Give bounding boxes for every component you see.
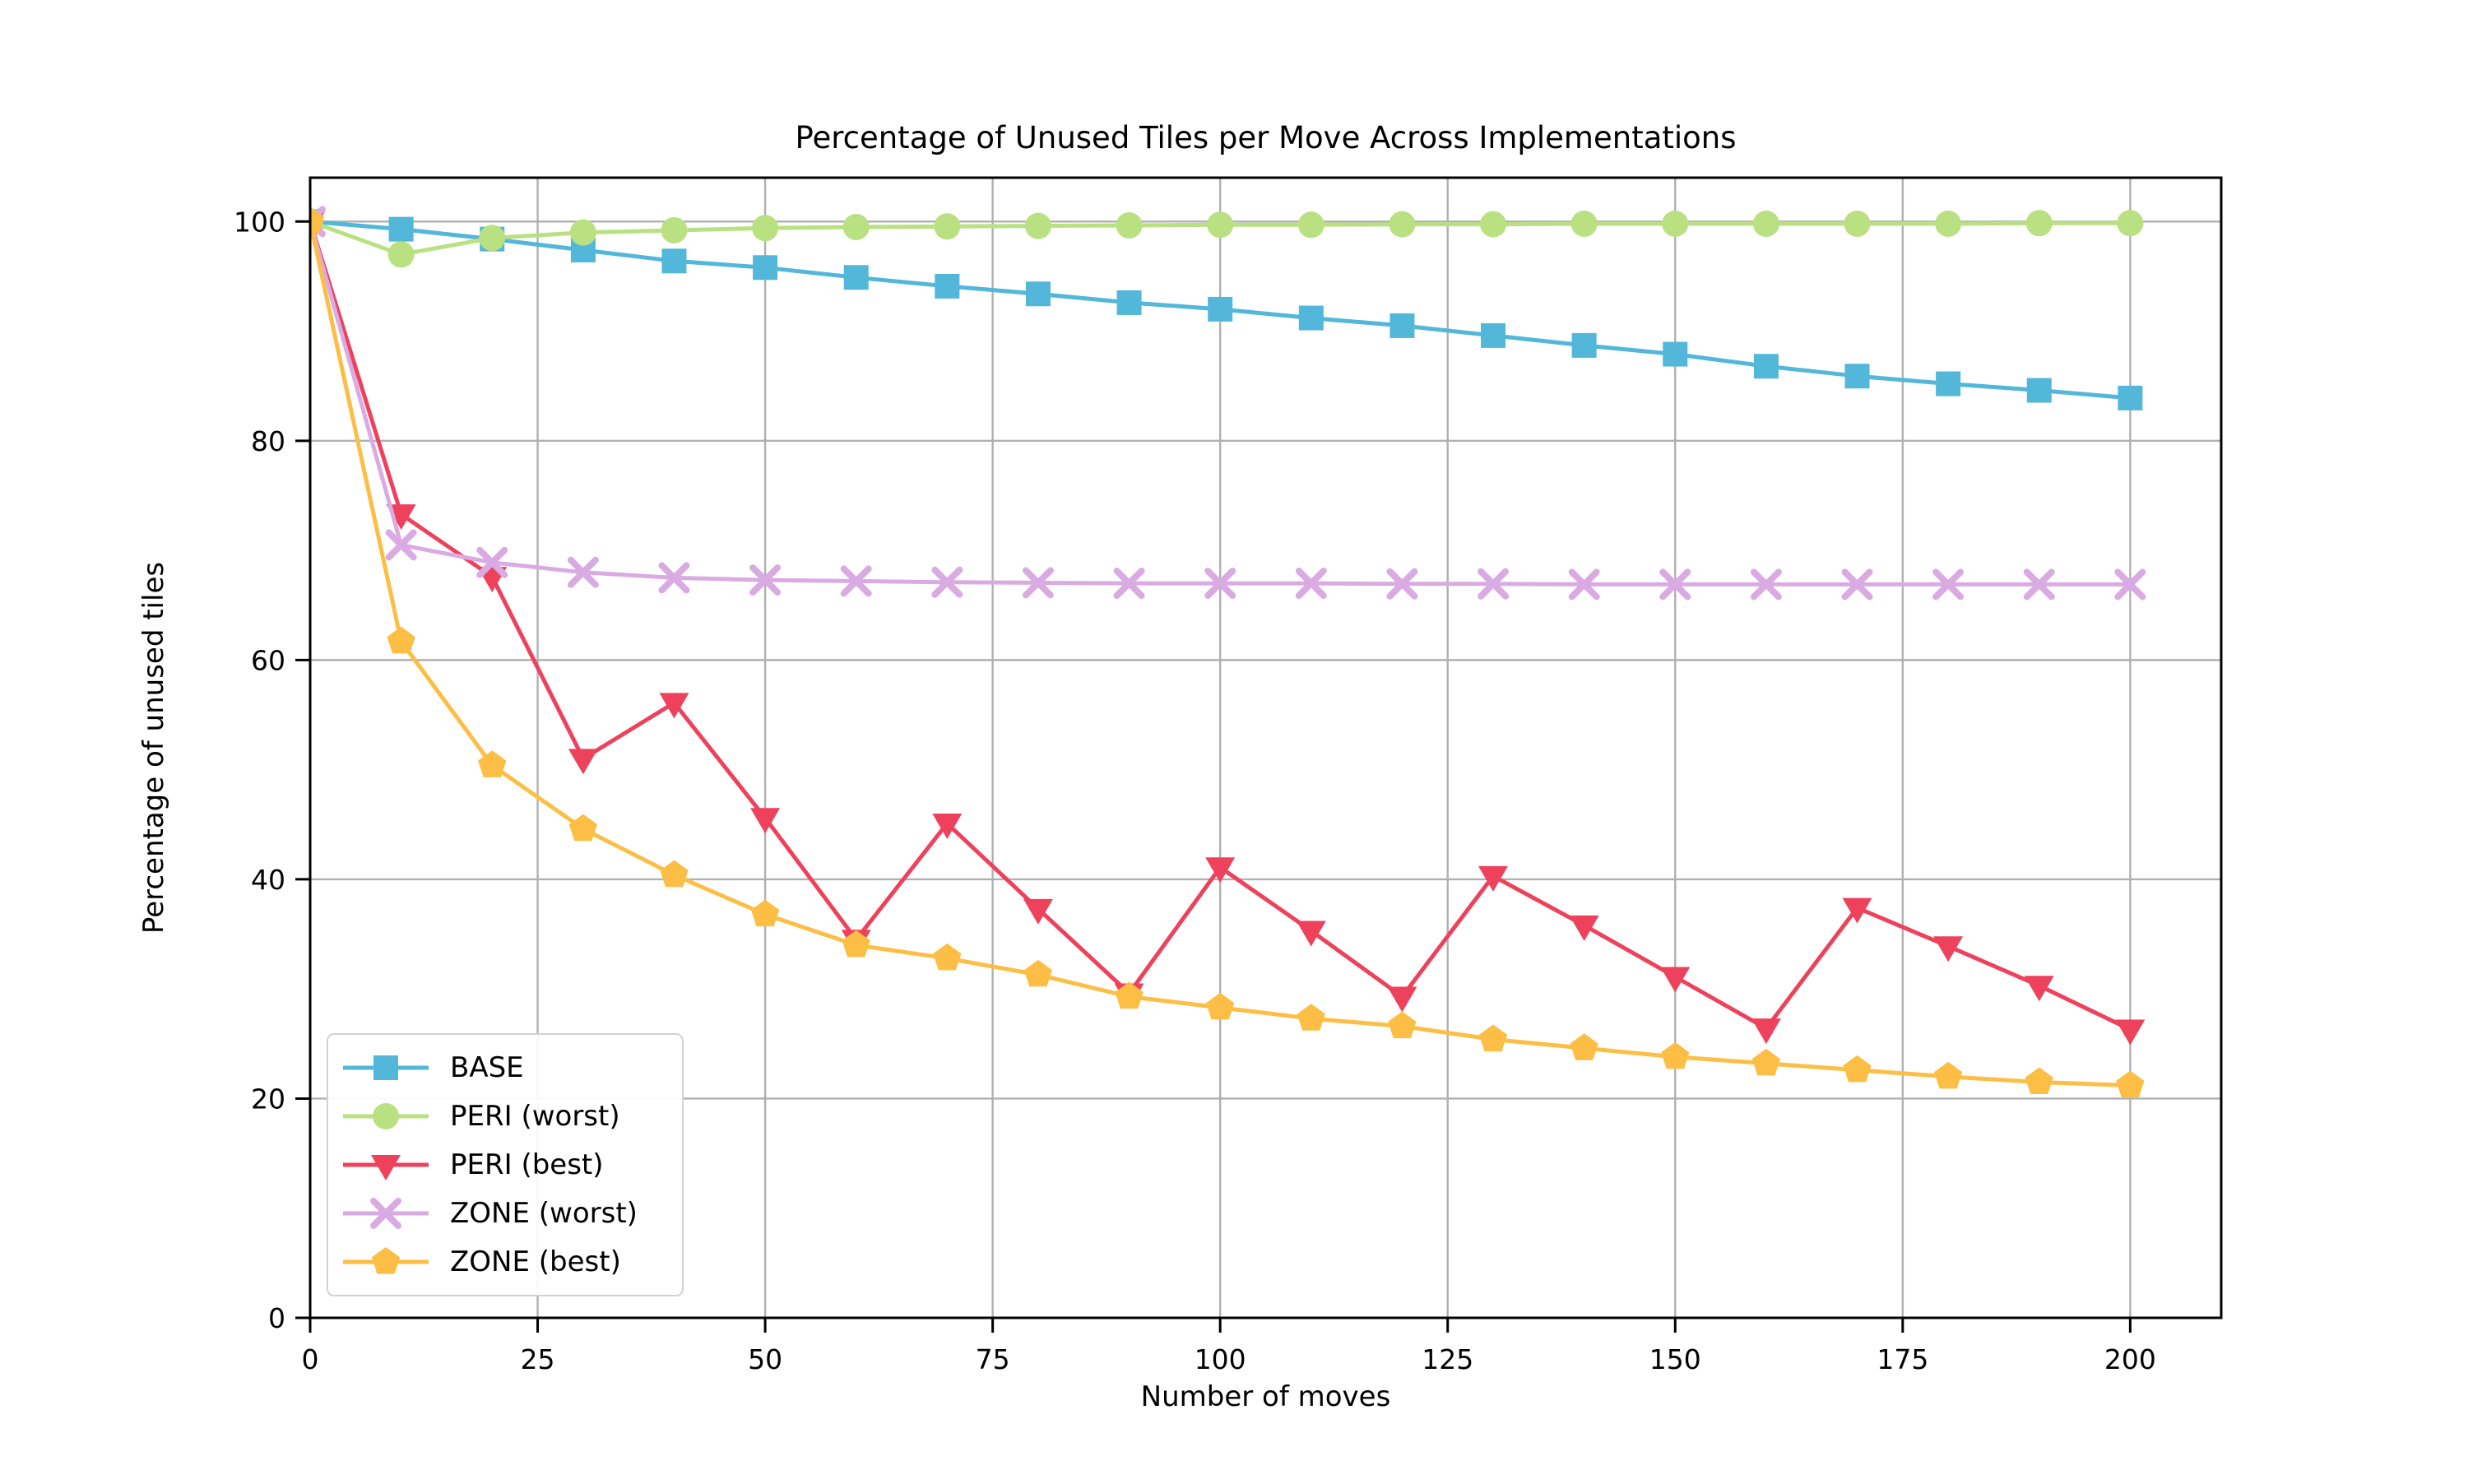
zone-best-line-marker-icon [343,1247,429,1274]
x-tick-label: 125 [1422,1343,1473,1375]
legend-label-base: BASE [450,1050,524,1084]
series-peri-worst [310,208,2144,268]
x-tick-label: 0 [302,1343,319,1375]
y-tick-label: 80 [251,425,285,457]
series-zone-worst [310,206,2146,601]
y-tick-label: 60 [251,644,285,676]
legend-item-peri-worst: PERI (worst) [340,1100,670,1133]
x-tick-label: 150 [1649,1343,1701,1375]
chart-title: Percentage of Unused Tiles per Move Acro… [795,120,1737,155]
axis-ticks: 0 25 50 75 100 125 150 175 200 0 20 40 60 80 100 [234,206,2156,1375]
y-tick-label: 40 [251,864,285,896]
legend-label-peri-worst: PERI (worst) [450,1099,620,1133]
legend: BASE PERI (worst) PERI (best) ZONE (wors… [327,1033,684,1296]
x-tick-label: 50 [748,1343,782,1375]
legend-item-zone-best: ZONE (best) [340,1245,670,1278]
legend-item-peri-best: PERI (best) [340,1148,670,1181]
x-tick-label: 75 [976,1343,1010,1375]
peri-worst-line-marker-icon [343,1102,429,1129]
y-axis-label: Percentage of unused tiles [137,561,170,934]
y-tick-label: 20 [251,1083,285,1115]
x-tick-label: 100 [1195,1343,1246,1375]
y-tick-label: 100 [234,206,285,238]
y-tick-label: 0 [268,1302,285,1334]
legend-item-base: BASE [340,1051,670,1084]
legend-label-zone-best: ZONE (best) [450,1245,621,1279]
legend-item-zone-worst: ZONE (worst) [340,1197,670,1230]
base-line-marker-icon [343,1055,429,1080]
x-tick-label: 175 [1877,1343,1928,1375]
x-axis-label: Number of moves [1140,1380,1391,1413]
axes-spines [308,176,2223,1319]
legend-label-zone-worst: ZONE (worst) [450,1197,638,1231]
peri-best-line-marker-icon [343,1154,429,1180]
zone-worst-line-marker-icon [343,1198,429,1230]
series-zone-best [310,206,2145,1097]
series-peri-best [310,211,2146,1046]
x-tick-label: 200 [2104,1343,2156,1375]
legend-label-peri-best: PERI (best) [450,1148,604,1181]
x-tick-label: 25 [521,1343,555,1375]
